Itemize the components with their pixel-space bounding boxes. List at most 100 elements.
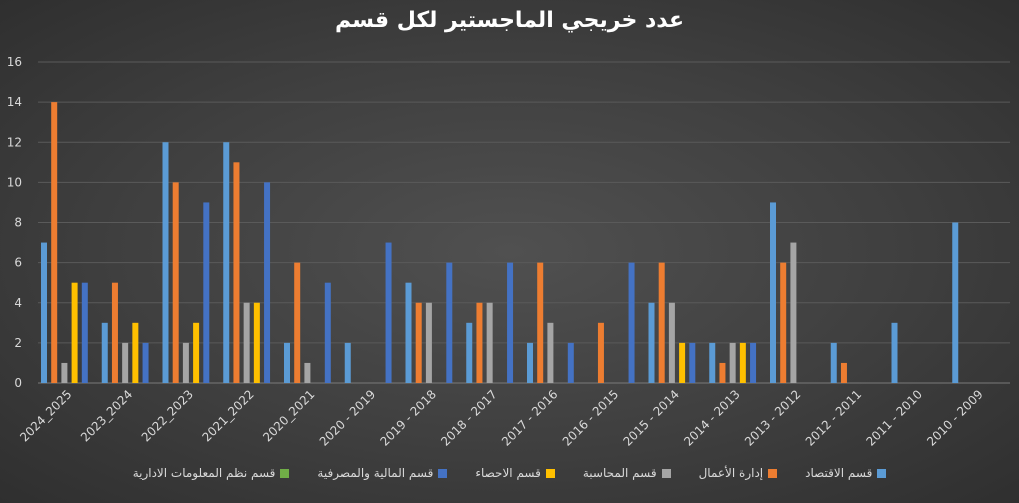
bar: [101, 322, 108, 383]
x-tick-label: 2022_2023: [139, 387, 196, 444]
bar: [830, 342, 837, 383]
gridlines: [38, 61, 1010, 384]
x-tick-label: 2011 - 2010: [863, 387, 925, 449]
bar: [182, 342, 189, 383]
legend-swatch: [280, 468, 290, 478]
x-tick-label: 2014 - 2013: [681, 387, 743, 449]
bar: [780, 262, 787, 383]
bar: [132, 322, 139, 383]
bar: [729, 342, 736, 383]
bar: [122, 342, 129, 383]
bar: [304, 362, 311, 383]
x-tick-label: 2018 - 2017: [438, 387, 500, 449]
legend-item: قسم نظم المعلومات الادارية: [133, 466, 290, 480]
y-tick-labels: 0 2 4 6 8 10 12 14 16: [7, 55, 22, 390]
chart-title: عدد خريجي الماجستير لكل قسم: [334, 8, 684, 33]
bar: [81, 282, 88, 383]
x-tick-label: 2024_2025: [17, 387, 74, 444]
bar: [750, 342, 757, 383]
bar: [41, 242, 47, 383]
bar: [385, 242, 392, 383]
legend-item: قسم المحاسبة: [583, 466, 671, 480]
y-tick-label: 6: [14, 256, 22, 270]
bar: [486, 302, 493, 383]
y-tick-label: 16: [7, 55, 22, 69]
y-tick-label: 0: [14, 376, 22, 390]
bars: [41, 102, 959, 383]
bar: [668, 302, 675, 383]
bar: [193, 322, 200, 383]
legend-label: إدارة الأعمال: [698, 466, 764, 480]
bar: [172, 182, 179, 383]
bar: [294, 262, 301, 383]
bar: [537, 262, 544, 383]
x-tick-label: 2021_2022: [199, 387, 256, 444]
bar: [324, 282, 331, 383]
bar: [425, 302, 432, 383]
legend-swatch: [545, 468, 555, 478]
y-tick-label: 8: [14, 216, 22, 230]
bar: [891, 322, 898, 383]
legend-item: قسم الاقتصاد: [805, 466, 887, 480]
y-tick-label: 2: [14, 336, 22, 350]
y-tick-label: 14: [7, 95, 22, 109]
bar: [71, 282, 78, 383]
legend-label: قسم المالية والمصرفية: [317, 466, 434, 480]
bar: [243, 302, 250, 383]
bar: [142, 342, 149, 383]
bar: [344, 342, 351, 383]
bar: [719, 362, 726, 383]
bar: [952, 222, 959, 383]
bar: [840, 362, 847, 383]
bar: [547, 322, 554, 383]
bar: [648, 302, 655, 383]
legend-label: قسم الاحصاء: [475, 466, 541, 480]
bar: [597, 322, 604, 383]
legend-label: قسم الاقتصاد: [805, 466, 873, 480]
legend-item: إدارة الأعمال: [699, 466, 778, 480]
bar: [203, 202, 210, 383]
x-tick-label: 2015 - 2014: [620, 387, 682, 449]
bar: [507, 262, 514, 383]
bar: [739, 342, 746, 383]
bar: [658, 262, 665, 383]
legend-label: قسم المحاسبة: [582, 466, 657, 480]
x-tick-label: 2010 - 2009: [924, 387, 986, 449]
legend-item: قسم الاحصاء: [475, 466, 555, 480]
y-tick-label: 12: [7, 135, 22, 149]
legend-item: قسم المالية والمصرفية: [317, 466, 448, 480]
legend-label: قسم نظم المعلومات الادارية: [132, 466, 276, 480]
bar: [628, 262, 635, 383]
x-tick-label: 2016 - 2015: [560, 387, 622, 449]
x-tick-label: 2023_2024: [78, 387, 135, 444]
bar: [51, 102, 58, 383]
legend-swatch: [768, 468, 778, 478]
legend-swatch: [877, 468, 887, 478]
bar: [476, 302, 483, 383]
bar: [162, 142, 169, 383]
x-tick-labels: 2024_2025 2023_2024 2022_2023 2021_2022 2020…: [17, 387, 986, 449]
bar: [446, 262, 453, 383]
legend-swatch: [661, 468, 671, 478]
bar: [689, 342, 696, 383]
y-tick-label: 4: [14, 296, 22, 310]
bar: [61, 362, 68, 383]
x-tick-label: 2013 - 2012: [742, 387, 804, 449]
bar: [527, 342, 533, 383]
bar: [111, 282, 118, 383]
bar: [709, 342, 716, 383]
x-tick-label: 2020 - 2019: [317, 387, 379, 449]
bar: [415, 302, 422, 383]
bar: [679, 342, 686, 383]
bar: [264, 182, 271, 383]
bar: [253, 302, 260, 383]
bar: [233, 162, 240, 383]
y-tick-label: 10: [7, 175, 22, 189]
bar: [466, 322, 473, 383]
bar: [284, 342, 290, 383]
x-tick-label: 2019 - 2018: [377, 387, 439, 449]
bar: [790, 242, 797, 383]
legend: قسم الاقتصاد إدارة الأعمال قسم المحاسبة قسم…: [0, 466, 1019, 480]
bar: [223, 142, 230, 383]
